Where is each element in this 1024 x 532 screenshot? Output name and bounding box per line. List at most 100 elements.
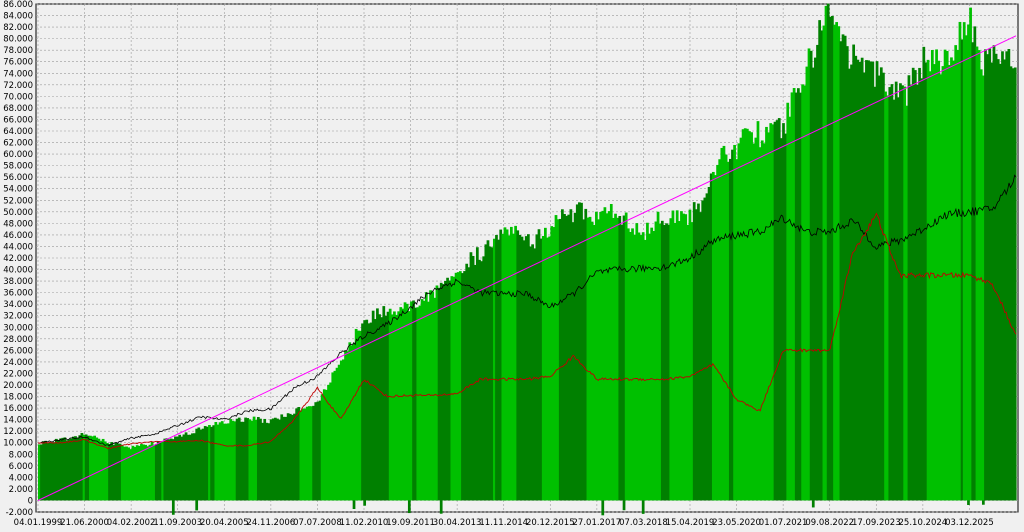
equity-bar [784, 133, 787, 501]
x-tick-label: 21.06.2000 [60, 518, 109, 528]
equity-bar [875, 61, 879, 501]
equity-bar [799, 92, 802, 501]
equity-bar [554, 215, 558, 501]
equity-bar [359, 330, 362, 501]
equity-bar [376, 308, 379, 501]
equity-bar [386, 311, 390, 501]
equity-bar [597, 219, 600, 501]
equity-bar [252, 416, 256, 501]
equity-bar [38, 444, 41, 501]
y-tick-label: 4.000 [9, 473, 33, 483]
equity-bar [191, 433, 194, 501]
equity-bar [769, 123, 773, 501]
equity-bar [677, 221, 681, 501]
equity-bar [979, 69, 983, 501]
equity-bar [367, 323, 371, 501]
equity-bar [788, 116, 792, 501]
equity-bar [225, 423, 228, 501]
equity-bar [82, 434, 86, 501]
y-tick-label: 48.000 [3, 219, 33, 229]
equity-area [38, 3, 1017, 516]
equity-bar [754, 137, 758, 501]
equity-bar [282, 416, 286, 501]
equity-bar [116, 443, 120, 501]
equity-bar [824, 5, 828, 501]
equity-bar [684, 214, 688, 501]
equity-bar [448, 280, 452, 501]
x-tick-label: 07.07.2008 [293, 518, 342, 528]
equity-bar [907, 75, 911, 501]
equity-bar [869, 61, 873, 501]
y-tick-label: 38.000 [3, 277, 33, 287]
equity-bar [208, 424, 211, 501]
equity-bar [305, 406, 309, 501]
equity-bar [871, 61, 875, 501]
equity-bar [918, 67, 921, 501]
equity-bar [603, 207, 607, 501]
equity-bar [273, 417, 277, 501]
equity-bar [892, 99, 896, 501]
equity-bar [97, 438, 101, 501]
y-tick-label: 44.000 [3, 242, 33, 252]
equity-bar [750, 132, 753, 501]
equity-bar [692, 202, 696, 501]
y-tick-label: 36.000 [3, 289, 33, 299]
equity-bar [427, 301, 430, 501]
equity-bar [229, 419, 233, 501]
equity-bar [805, 66, 809, 501]
y-tick-label: 12.000 [3, 427, 33, 437]
equity-bar [571, 222, 575, 501]
equity-bar [601, 210, 605, 501]
equity-bar [780, 138, 783, 501]
equity-bar [648, 233, 651, 501]
equity-bar [248, 419, 252, 501]
balance-line [37, 174, 1017, 447]
loss-bar [622, 500, 626, 511]
equity-bar [254, 419, 258, 501]
y-tick-label: 84.000 [3, 12, 33, 22]
equity-bar [686, 224, 690, 501]
y-tick-label: 68.000 [3, 104, 33, 114]
equity-bar [458, 271, 462, 501]
equity-bar [563, 213, 566, 501]
equity-bar [297, 407, 301, 501]
equity-bar [845, 46, 849, 501]
equity-bar [967, 24, 970, 501]
equity-bar [220, 421, 224, 501]
equity-bar [137, 445, 141, 501]
equity-bar [748, 131, 751, 501]
equity-bar [716, 164, 719, 501]
equity-bar [140, 444, 143, 501]
equity-bar [150, 441, 154, 501]
x-tick-label: 17.09.2023 [852, 518, 901, 528]
equity-bar [807, 48, 811, 501]
equity-bar [831, 15, 834, 501]
y-tick-label: 52.000 [3, 196, 33, 206]
equity-bar [756, 121, 760, 501]
equity-bar [420, 299, 424, 501]
y-tick-label: 54.000 [3, 185, 33, 195]
drawdown-line [37, 212, 1017, 450]
equity-bar [216, 424, 220, 501]
equity-bar [922, 46, 926, 501]
loss-bar [439, 500, 443, 514]
equity-bar [171, 439, 175, 501]
equity-bar [996, 59, 1000, 501]
equity-bar [782, 123, 785, 501]
equity-bar [78, 435, 82, 501]
equity-bar [388, 308, 392, 501]
equity-bar [401, 308, 405, 501]
equity-bar [329, 382, 332, 501]
equity-bar [584, 208, 588, 501]
equity-bar [354, 328, 358, 501]
equity-bar [72, 436, 75, 501]
equity-bar [193, 433, 196, 501]
equity-bar [728, 158, 732, 501]
equity-bar [441, 284, 445, 501]
equity-bar [994, 53, 998, 501]
equity-bar [80, 433, 84, 501]
equity-bar [405, 303, 409, 501]
y-tick-label: 66.000 [3, 115, 33, 125]
equity-bar [626, 228, 630, 501]
equity-bar [59, 438, 62, 501]
